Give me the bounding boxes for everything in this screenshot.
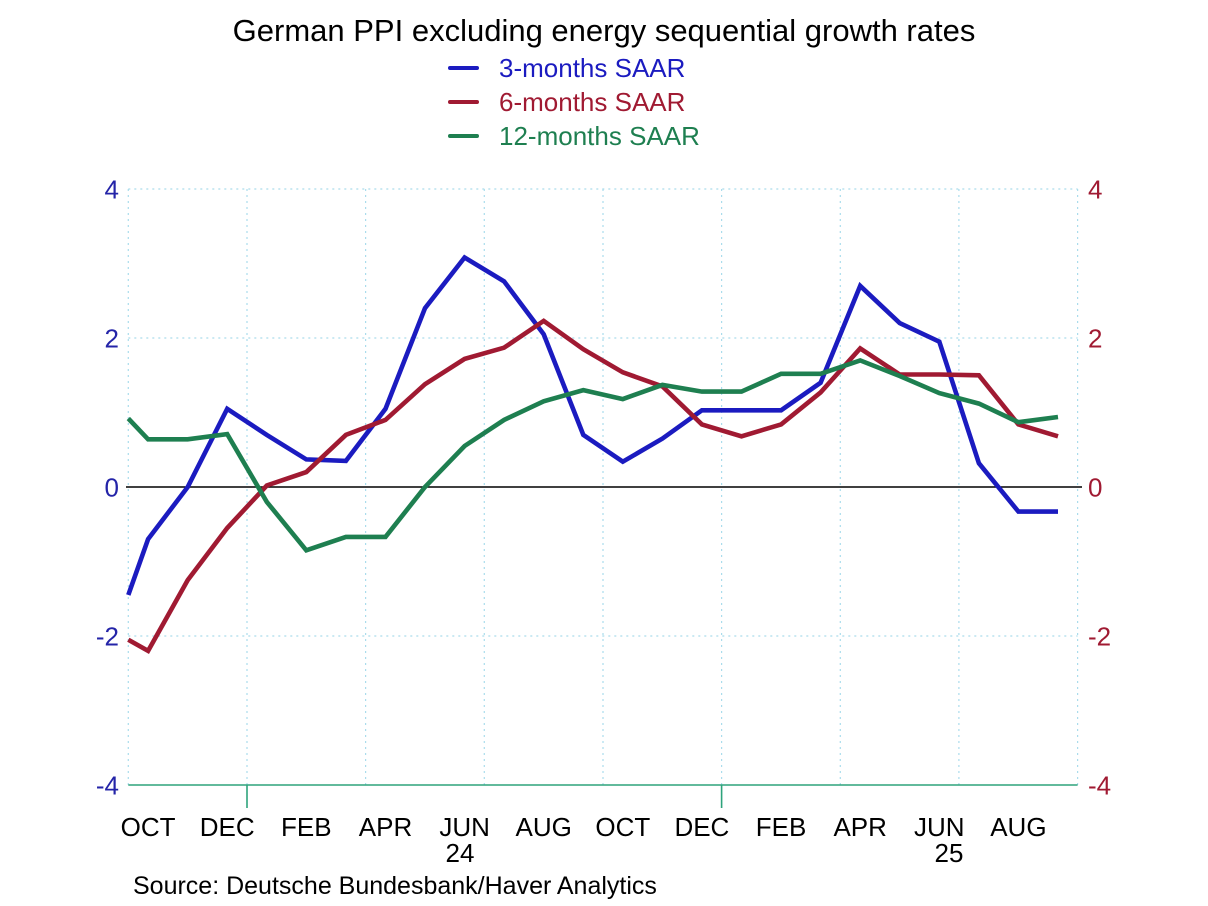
source-note: Source: Deutsche Bundesbank/Haver Analyt… — [133, 872, 657, 900]
legend-item-12-months: 12-months SAAR — [448, 122, 700, 150]
chart-title: German PPI excluding energy sequential g… — [232, 13, 976, 48]
left-axis-tick-label: 0 — [105, 473, 119, 503]
left-axis-tick-label: -4 — [96, 771, 119, 801]
x-axis-month-label: JUN — [439, 812, 490, 842]
left-axis-tick-label: -2 — [96, 622, 119, 652]
legend-label-12-months: 12-months SAAR — [499, 121, 700, 151]
right-axis-tick-label: 2 — [1088, 324, 1102, 354]
left-axis-tick-label: 4 — [105, 175, 119, 205]
legend-item-6-months: 6-months SAAR — [448, 88, 685, 116]
x-axis-month-label: FEB — [281, 812, 332, 842]
right-axis-tick-label: 0 — [1088, 473, 1102, 503]
right-axis-tick-label: 4 — [1088, 175, 1102, 205]
x-axis-month-label: AUG — [516, 812, 572, 842]
x-axis-month-label: APR — [833, 812, 886, 842]
legend-item-3-months: 3-months SAAR — [448, 54, 685, 82]
x-axis-month-label: AUG — [990, 812, 1046, 842]
legend-line-sample-12-months — [448, 134, 479, 138]
x-axis-month-label: OCT — [121, 812, 176, 842]
x-axis-month-label: FEB — [756, 812, 807, 842]
legend-label-6-months: 6-months SAAR — [499, 87, 686, 117]
x-axis-month-label: DEC — [200, 812, 255, 842]
x-axis-month-label: DEC — [674, 812, 729, 842]
left-axis-tick-label: 2 — [105, 324, 119, 354]
series-line-12-months-saar — [126, 357, 1059, 553]
x-axis-month-label: JUN — [914, 812, 965, 842]
x-axis-year-label: 25 — [935, 838, 964, 868]
right-axis-tick-label: -4 — [1088, 771, 1111, 801]
right-axis-tick-label: -2 — [1088, 622, 1111, 652]
legend-label-3-months: 3-months SAAR — [499, 53, 686, 83]
x-axis-year-label: 24 — [446, 838, 475, 868]
series-line-3-months-saar — [126, 254, 1058, 596]
x-axis-month-label: APR — [359, 812, 412, 842]
legend-line-sample-6-months — [448, 100, 479, 104]
series-line-6-months-saar — [127, 318, 1059, 655]
legend-line-sample-3-months — [448, 66, 479, 70]
x-axis-month-label: OCT — [595, 812, 650, 842]
